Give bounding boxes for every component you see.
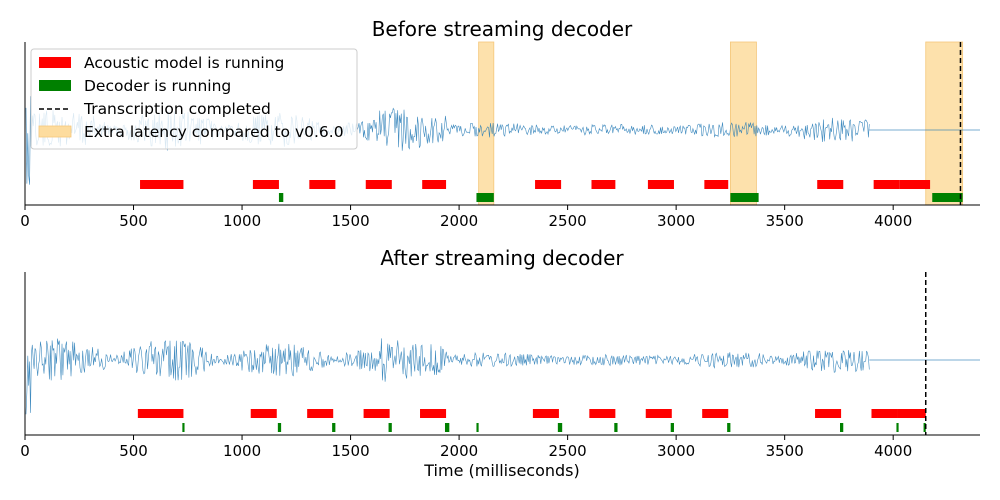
panel-after: After streaming decoder 0 500 1000 1500 2000… [20,246,980,480]
x-tick-label: 4000 [874,212,912,230]
x-tick-label: 2500 [549,212,587,230]
legend-swatch-latency [38,125,72,138]
latency-region [925,41,964,206]
decoder-bars [182,423,926,432]
decoder-bar [388,423,392,432]
decoder-bar [277,423,282,432]
acoustic-model-bar [591,180,616,189]
x-tick-label: 1500 [331,442,369,460]
x-tick-label: 2500 [549,442,587,460]
chart-title-before: Before streaming decoder [372,17,633,41]
latency-region [478,41,495,206]
acoustic-model-bar [873,180,900,189]
x-tick-label: 3500 [766,442,804,460]
decoder-bar [932,193,963,202]
decoder-bar [896,423,899,432]
acoustic-model-bar [365,180,392,189]
acoustic-model-bar [420,409,447,418]
x-tick-label: 0 [20,442,30,460]
waveform [25,338,980,415]
acoustic-model-bars [140,180,931,189]
acoustic-model-bar [645,409,672,418]
legend: Acoustic model is running Decoder is run… [30,48,358,150]
decoder-bar [614,423,618,432]
acoustic-model-bar [897,409,926,418]
legend-label-completed: Transcription completed [83,100,271,118]
acoustic-model-bar [647,180,674,189]
x-ticks: 0 500 1000 1500 2000 2500 3000 3500 4000 [20,205,912,230]
x-tick-label: 0 [20,212,30,230]
latency-region [729,41,757,206]
acoustic-model-bar [704,180,729,189]
decoder-bar [727,423,731,432]
legend-swatch-decoder [39,80,71,91]
legend-label-latency: Extra latency compared to v0.6.0 [84,123,344,141]
acoustic-model-bar [309,180,336,189]
x-ticks: 0 500 1000 1500 2000 2500 3000 3500 4000 [20,435,912,460]
acoustic-model-bar [532,409,559,418]
acoustic-model-bars [137,409,926,418]
waveform-trace [25,338,870,415]
acoustic-model-bar [363,409,390,418]
acoustic-model-bar [140,180,184,189]
x-tick-label: 2000 [440,212,478,230]
decoder-bar [557,423,563,432]
decoder-bar [476,193,494,202]
acoustic-model-bar [589,409,616,418]
legend-label-acoustic: Acoustic model is running [84,54,284,72]
x-tick-label: 500 [119,442,148,460]
x-tick-label: 2000 [440,442,478,460]
decoder-bar [182,423,185,432]
acoustic-model-bar [702,409,729,418]
legend-label-decoder: Decoder is running [84,77,231,95]
decoder-bars [278,193,963,202]
x-tick-label: 3500 [766,212,804,230]
decoder-bar [670,423,674,432]
decoder-bar [730,193,759,202]
decoder-bar [278,193,284,202]
decoder-bar [444,423,450,432]
x-tick-label: 3000 [657,212,695,230]
acoustic-model-bar [252,180,279,189]
x-axis-label: Time (milliseconds) [423,461,580,480]
acoustic-model-bar [250,409,277,418]
x-tick-label: 4000 [874,442,912,460]
acoustic-model-bar [817,180,844,189]
decoder-bar [332,423,336,432]
acoustic-model-bar [535,180,562,189]
x-tick-label: 3000 [657,442,695,460]
panel-before: Before streaming decoder 0 500 1000 1500 200… [20,17,980,230]
chart-title-after: After streaming decoder [380,246,624,270]
acoustic-model-bar [137,409,184,418]
x-tick-label: 500 [119,212,148,230]
acoustic-model-bar [815,409,842,418]
legend-swatch-acoustic [39,57,71,68]
acoustic-model-bar [422,180,447,189]
acoustic-model-bar [871,409,898,418]
latency-regions [478,41,964,206]
x-tick-label: 1000 [223,212,261,230]
legend-frame [30,48,358,150]
acoustic-model-bar [307,409,334,418]
decoder-bar [476,423,479,432]
decoder-bar [840,423,844,432]
x-tick-label: 1500 [331,212,369,230]
acoustic-model-bar [899,180,931,189]
decoder-bar [923,423,926,432]
x-tick-label: 1000 [223,442,261,460]
